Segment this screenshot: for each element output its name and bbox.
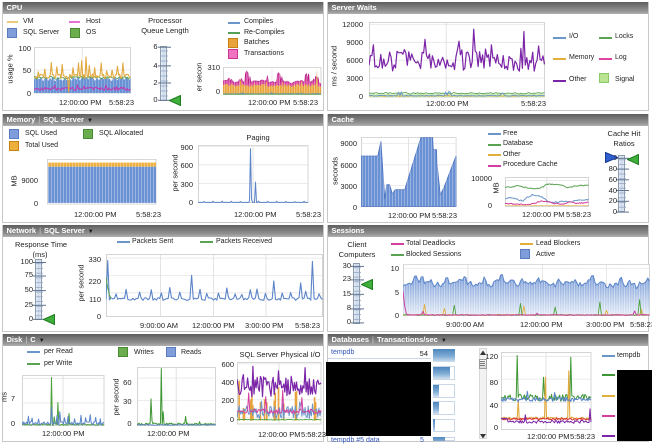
svg-text:seconds: seconds bbox=[331, 157, 340, 185]
svg-text:ms / second: ms / second bbox=[330, 46, 339, 86]
svg-text:MB: MB bbox=[10, 175, 19, 186]
svg-text:per second: per second bbox=[112, 378, 121, 415]
svg-text:per second: per second bbox=[171, 154, 180, 191]
svg-text:er secon: er secon bbox=[195, 63, 204, 92]
svg-text:usage %: usage % bbox=[6, 54, 15, 84]
svg-text:MB: MB bbox=[492, 182, 501, 193]
svg-text:ms: ms bbox=[0, 392, 9, 402]
svg-text:per second: per second bbox=[77, 264, 86, 301]
